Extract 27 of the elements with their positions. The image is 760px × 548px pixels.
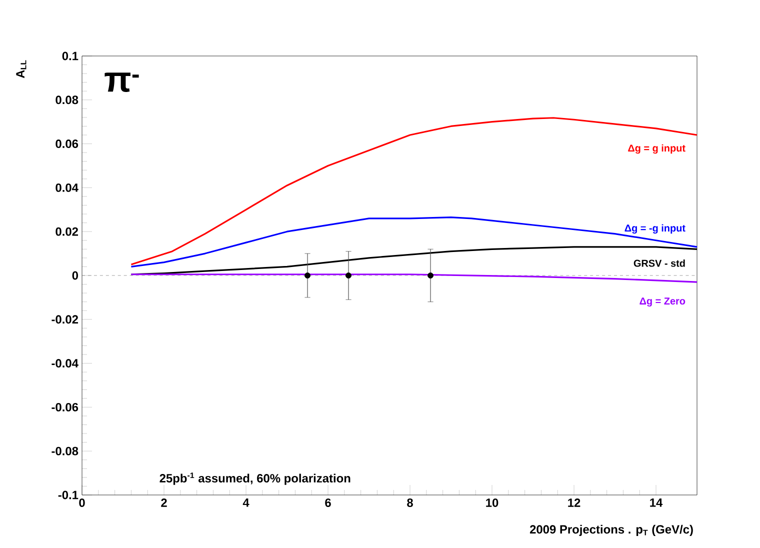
x-axis-title: 2009 Projections . p$_{T}$ (GeV/c) — [530, 524, 693, 536]
y-tick-label: -0.08 — [52, 446, 78, 456]
annotation: 25pb$^{-1}$ assumed, 60% polarization — [160, 472, 350, 485]
series-label: Δg = g input — [628, 144, 686, 154]
y-tick-label: 0.08 — [56, 96, 78, 104]
y-tick-label: -0.04 — [52, 359, 78, 368]
y-tick-label: -0.1 — [58, 490, 78, 500]
series-label: Δg = Zero — [640, 298, 686, 307]
y-tick-label: -0.02 — [52, 315, 78, 324]
y-tick-label: 0 — [72, 271, 78, 280]
x-tick-label: 12 — [568, 498, 580, 507]
series-label: Δg = -g input — [624, 224, 686, 234]
x-tick-label: 4 — [242, 498, 250, 507]
annotation: π$^{-}$ — [104, 72, 139, 92]
series-label: GRSV - std — [634, 259, 685, 267]
y-tick-label: -0.06 — [52, 402, 78, 412]
y-tick-label: 0.1 — [62, 52, 78, 60]
y-tick-label: 0.06 — [56, 140, 78, 148]
x-tick-label: 0 — [79, 498, 85, 507]
y-tick-label: 0.02 — [56, 227, 78, 236]
x-tick-label: 10 — [486, 498, 498, 507]
x-tick-label: 14 — [650, 498, 663, 507]
y-axis-title: A$_{LL}$ — [16, 60, 26, 78]
y-tick-label: 0.04 — [56, 183, 78, 192]
x-tick-label: 8 — [407, 498, 413, 507]
x-tick-label: 6 — [325, 498, 331, 507]
x-tick-label: 2 — [161, 498, 167, 507]
